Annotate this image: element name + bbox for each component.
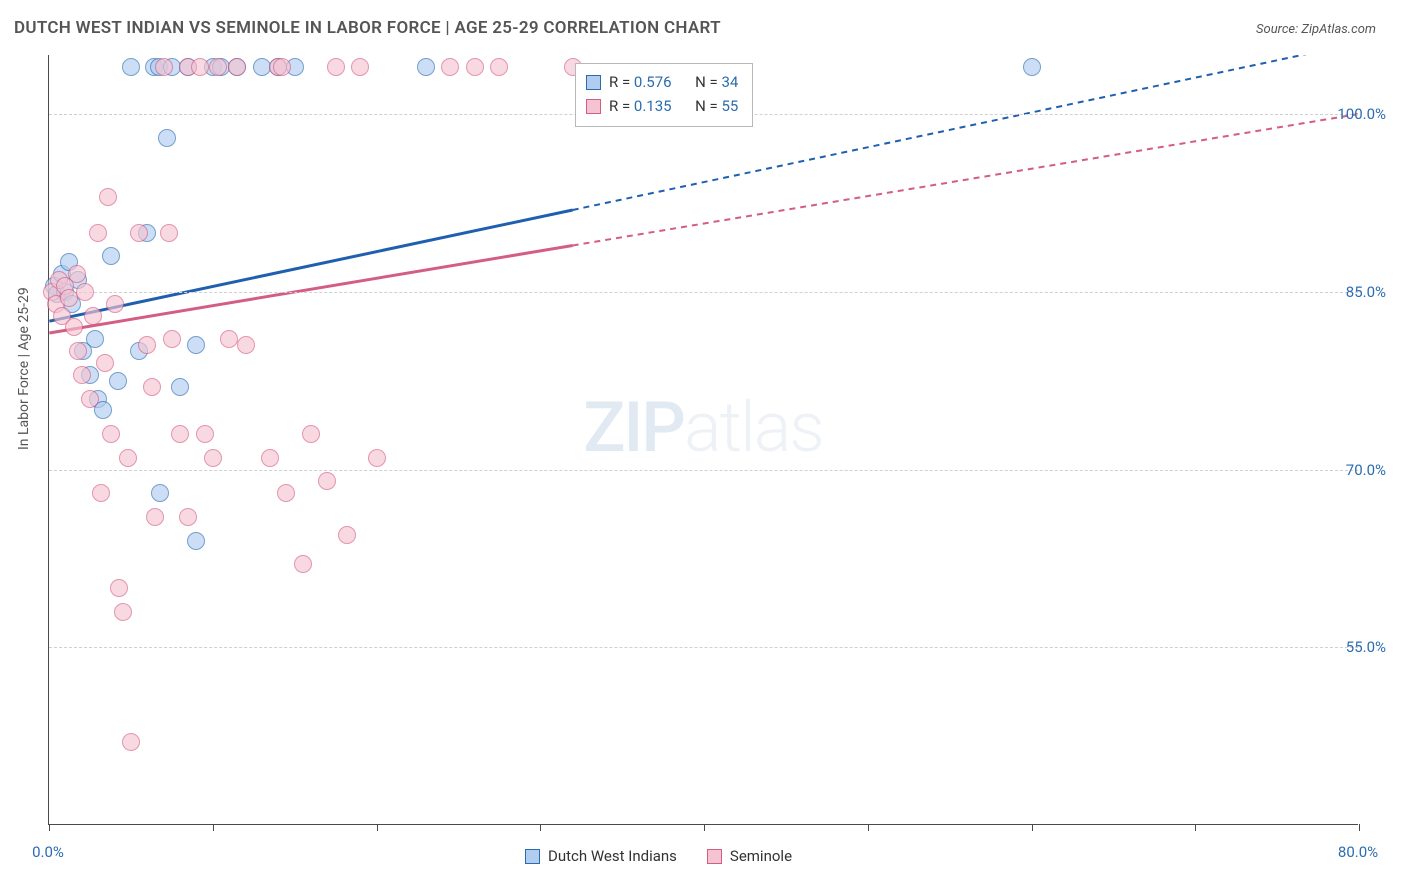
stat-n-label: N = 55	[695, 94, 738, 118]
y-tick-label: 55.0%	[1346, 638, 1386, 656]
data-point	[237, 336, 255, 354]
data-point	[187, 336, 205, 354]
y-tick-label: 100.0%	[1337, 105, 1386, 123]
data-point	[122, 733, 140, 751]
chart-title: DUTCH WEST INDIAN VS SEMINOLE IN LABOR F…	[14, 18, 721, 38]
x-tick	[1032, 824, 1033, 831]
x-tick	[540, 824, 541, 831]
data-point	[351, 58, 369, 76]
data-point	[318, 472, 336, 490]
x-tick	[868, 824, 869, 831]
data-point	[220, 330, 238, 348]
x-tick	[704, 824, 705, 831]
data-point	[146, 508, 164, 526]
grid-line	[49, 470, 1358, 471]
data-point	[73, 366, 91, 384]
data-point	[302, 425, 320, 443]
swatch-icon	[707, 849, 722, 864]
y-axis-label: In Labor Force | Age 25-29	[16, 287, 32, 450]
data-point	[81, 390, 99, 408]
data-point	[160, 224, 178, 242]
data-point	[417, 58, 435, 76]
stat-r-label: R = 0.135	[609, 94, 672, 118]
y-tick-label: 85.0%	[1346, 283, 1386, 301]
data-point	[138, 336, 156, 354]
data-point	[84, 307, 102, 325]
data-point	[143, 378, 161, 396]
data-point	[441, 58, 459, 76]
stats-row: R = 0.135 N = 55	[586, 94, 738, 118]
data-point	[122, 58, 140, 76]
data-point	[99, 188, 117, 206]
x-tick	[49, 824, 50, 831]
data-point	[102, 425, 120, 443]
grid-line	[49, 292, 1358, 293]
swatch-icon	[586, 75, 601, 90]
stat-r-label: R = 0.576	[609, 70, 672, 94]
data-point	[368, 449, 386, 467]
data-point	[204, 449, 222, 467]
data-point	[89, 224, 107, 242]
data-point	[466, 58, 484, 76]
data-point	[338, 526, 356, 544]
x-tick-label: 80.0%	[1338, 843, 1378, 861]
data-point	[171, 425, 189, 443]
x-tick	[377, 824, 378, 831]
stats-box: R = 0.576 N = 34 R = 0.135 N = 55	[575, 63, 753, 127]
legend-label: Seminole	[730, 847, 792, 865]
swatch-icon	[525, 849, 540, 864]
legend-label: Dutch West Indians	[548, 847, 677, 865]
data-point	[191, 58, 209, 76]
data-point	[96, 354, 114, 372]
x-tick-label: 0.0%	[32, 843, 64, 861]
legend-item: Dutch West Indians	[525, 847, 677, 865]
x-tick	[213, 824, 214, 831]
data-point	[60, 289, 78, 307]
legend-item: Seminole	[707, 847, 792, 865]
data-point	[68, 265, 86, 283]
y-tick-label: 70.0%	[1346, 461, 1386, 479]
trend-lines	[49, 55, 1358, 824]
data-point	[155, 58, 173, 76]
data-point	[196, 425, 214, 443]
data-point	[187, 532, 205, 550]
stat-n-label: N = 34	[695, 70, 738, 94]
legend: Dutch West Indians Seminole	[525, 847, 792, 865]
data-point	[327, 58, 345, 76]
data-point	[273, 58, 291, 76]
data-point	[151, 484, 169, 502]
data-point	[65, 318, 83, 336]
data-point	[109, 372, 127, 390]
data-point	[102, 247, 120, 265]
data-point	[69, 342, 87, 360]
data-point	[76, 283, 94, 301]
data-point	[106, 295, 124, 313]
stats-row: R = 0.576 N = 34	[586, 70, 738, 94]
grid-line	[49, 647, 1358, 648]
x-tick	[1195, 824, 1196, 831]
swatch-icon	[586, 99, 601, 114]
data-point	[119, 449, 137, 467]
data-point	[179, 508, 197, 526]
data-point	[490, 58, 508, 76]
chart-container: DUTCH WEST INDIAN VS SEMINOLE IN LABOR F…	[0, 0, 1406, 892]
data-point	[228, 58, 246, 76]
data-point	[114, 603, 132, 621]
data-point	[277, 484, 295, 502]
data-point	[1023, 58, 1041, 76]
data-point	[294, 555, 312, 573]
data-point	[158, 129, 176, 147]
data-point	[171, 378, 189, 396]
data-point	[130, 224, 148, 242]
plot-area	[48, 55, 1358, 825]
data-point	[253, 58, 271, 76]
data-point	[110, 579, 128, 597]
data-point	[163, 330, 181, 348]
data-point	[86, 330, 104, 348]
data-point	[261, 449, 279, 467]
chart-source: Source: ZipAtlas.com	[1256, 22, 1376, 37]
x-tick	[1359, 824, 1360, 831]
data-point	[209, 58, 227, 76]
data-point	[92, 484, 110, 502]
